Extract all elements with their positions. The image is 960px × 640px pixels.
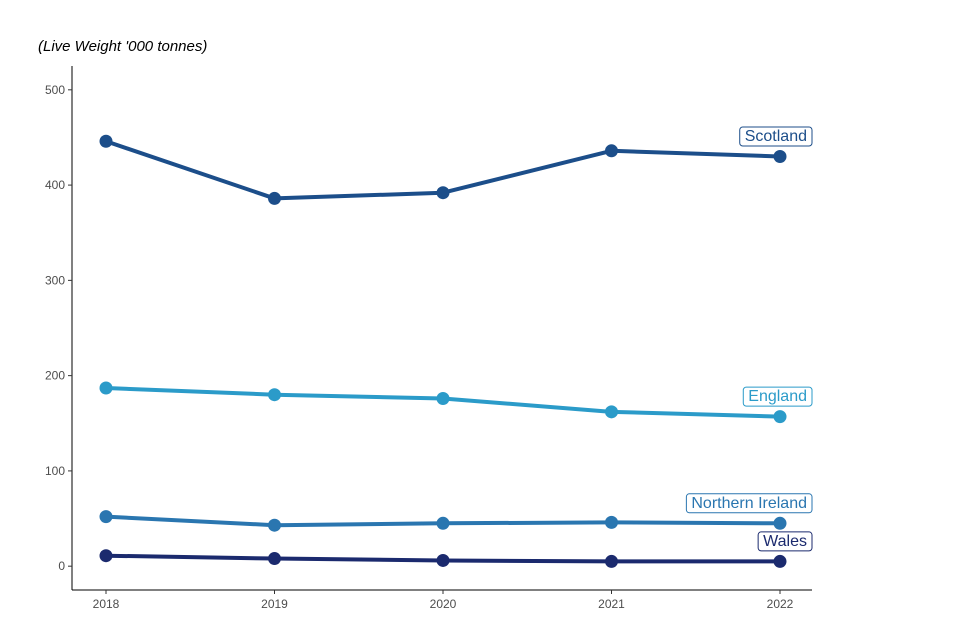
wales-label: Wales (757, 531, 813, 552)
northern-ireland-point (268, 518, 281, 532)
wales-point (436, 553, 450, 567)
scotland-point (268, 191, 281, 205)
x-tick-label: 2022 (767, 597, 794, 611)
x-tick-label: 2020 (430, 597, 457, 611)
scotland-point (773, 150, 787, 164)
x-ticks: 2018 2019 2020 2021 2022 (93, 590, 794, 611)
england-point (436, 392, 450, 406)
england-label: England (742, 386, 813, 407)
y-tick-label: 200 (45, 369, 65, 383)
scotland-point (99, 134, 113, 148)
england-point (605, 405, 618, 419)
wales-point (99, 549, 113, 563)
wales-label-box (757, 531, 813, 552)
northern-ireland-label-text: Northern Ireland (691, 495, 807, 512)
england-label-box (742, 386, 813, 407)
y-tick-label: 400 (45, 178, 65, 192)
northern-ireland-point (99, 510, 113, 524)
wales-point (605, 554, 618, 568)
northern-ireland-label-box (685, 493, 813, 514)
wales-point (773, 554, 787, 568)
scotland-label: Scotland (739, 126, 813, 147)
y-tick-label: 300 (45, 273, 65, 287)
series-labels: Scotland England Northern Ireland Wales (685, 126, 813, 552)
scotland-point (436, 186, 450, 200)
scotland-label-text: Scotland (745, 128, 807, 145)
england-point (99, 381, 113, 395)
scotland-point (605, 144, 618, 158)
series-layer (99, 134, 787, 568)
scotland-label-box (739, 126, 813, 147)
wales-label-text: Wales (763, 533, 807, 550)
unit-label: (Live Weight '000 tonnes) (38, 38, 207, 55)
x-tick-label: 2019 (261, 597, 288, 611)
northern-ireland-point (773, 516, 787, 530)
england-point (773, 410, 787, 424)
y-ticks: 0 100 200 300 400 500 (45, 83, 72, 573)
x-tick-label: 2018 (93, 597, 120, 611)
england-point (268, 388, 281, 402)
northern-ireland-label: Northern Ireland (685, 493, 813, 514)
wales-point (268, 552, 281, 566)
x-tick-label: 2021 (598, 597, 625, 611)
england-label-text: England (748, 388, 807, 405)
northern-ireland-point (605, 515, 618, 529)
northern-ireland-point (436, 516, 450, 530)
y-tick-label: 0 (58, 559, 65, 573)
y-tick-label: 100 (45, 464, 65, 478)
y-tick-label: 500 (45, 83, 65, 97)
